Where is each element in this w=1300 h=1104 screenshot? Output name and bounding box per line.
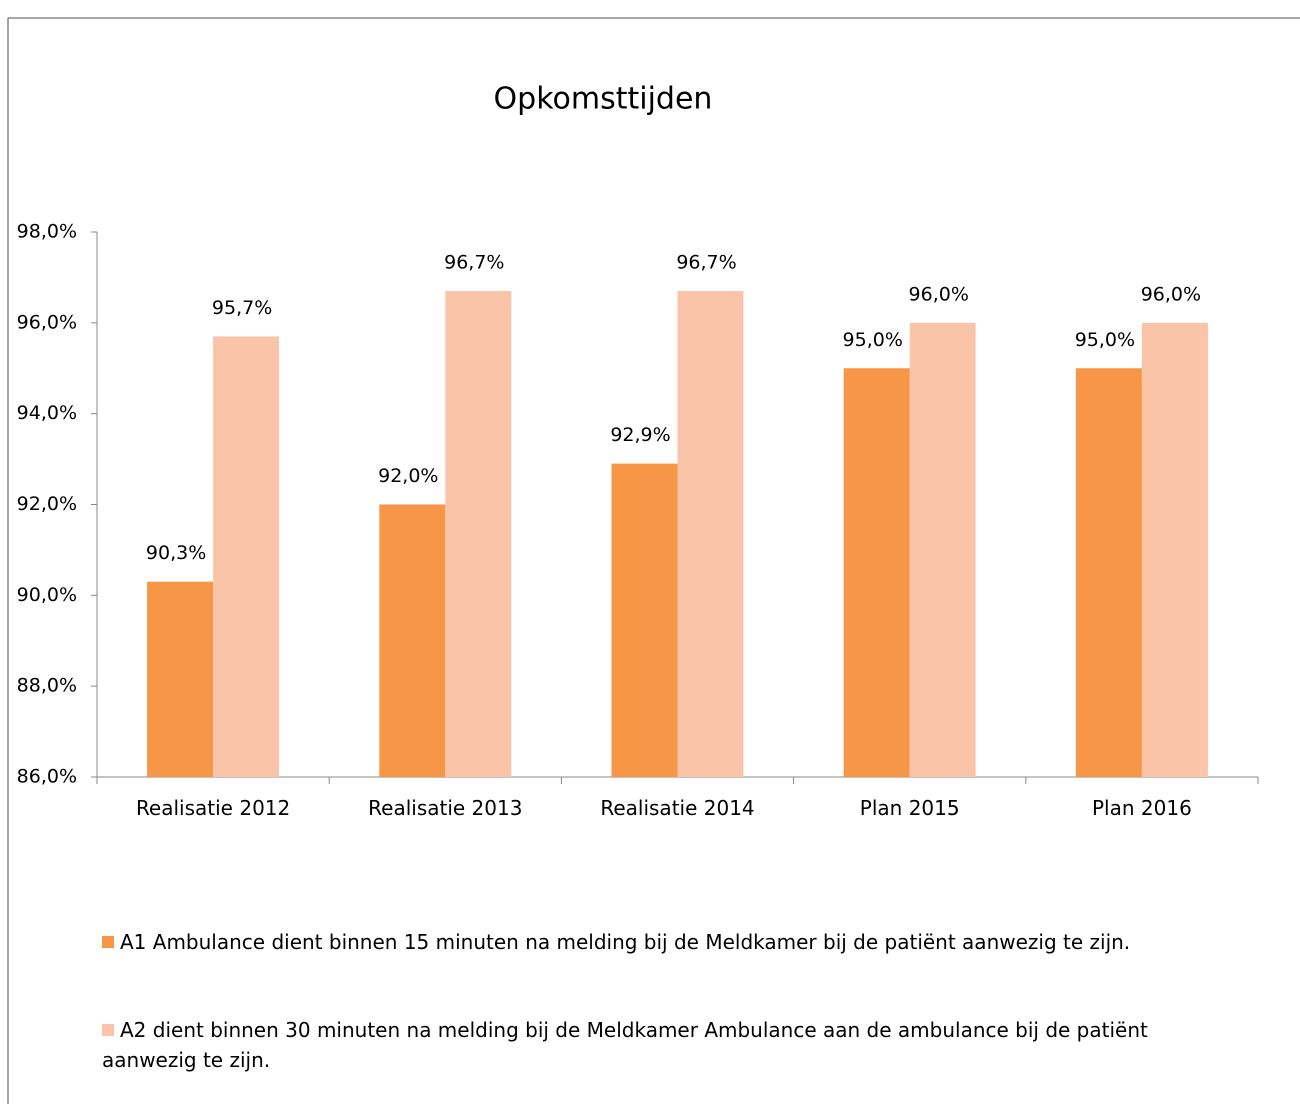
y-tick-label: 88,0% (17, 675, 77, 697)
y-tick-label: 94,0% (17, 402, 77, 424)
value-label: 96,0% (909, 283, 969, 305)
y-tick-label: 92,0% (17, 493, 77, 515)
bar (909, 322, 976, 777)
value-label: 90,3% (146, 542, 206, 564)
value-label: 96,7% (676, 252, 736, 274)
legend-swatch (102, 936, 114, 948)
x-tick-label: Plan 2015 (859, 796, 960, 820)
legend-label: A2 dient binnen 30 minuten na melding bi… (102, 1018, 1148, 1072)
y-tick-label: 98,0% (17, 221, 77, 243)
x-tick-label: Plan 2016 (1091, 796, 1192, 820)
value-label: 95,0% (843, 329, 903, 351)
x-tick-label: Realisatie 2012 (135, 796, 291, 820)
bar (379, 504, 446, 777)
legend-entry: A1 Ambulance dient binnen 15 minuten na … (102, 927, 1212, 957)
bar (843, 368, 910, 777)
y-tick-label: 96,0% (17, 311, 77, 333)
chart-title: Opkomsttijden (494, 82, 713, 117)
legend-label: A1 Ambulance dient binnen 15 minuten na … (120, 930, 1131, 954)
bar (445, 291, 512, 777)
value-label: 92,9% (610, 424, 670, 446)
bar (213, 336, 280, 777)
bar (677, 291, 744, 777)
value-label: 95,7% (212, 297, 272, 319)
legend-swatch (102, 1024, 114, 1036)
bar (611, 463, 678, 777)
bar (1075, 368, 1142, 777)
x-tick-label: Realisatie 2013 (368, 796, 523, 820)
y-tick-label: 86,0% (17, 766, 77, 788)
y-tick-label: 90,0% (17, 584, 77, 606)
x-tick-label: Realisatie 2014 (600, 796, 755, 820)
legend-entry: A2 dient binnen 30 minuten na melding bi… (102, 1015, 1212, 1075)
bar (147, 581, 214, 777)
bar (1141, 322, 1208, 777)
value-label: 92,0% (378, 465, 438, 487)
value-label: 96,7% (444, 252, 504, 274)
value-label: 96,0% (1141, 283, 1201, 305)
value-label: 95,0% (1075, 329, 1135, 351)
